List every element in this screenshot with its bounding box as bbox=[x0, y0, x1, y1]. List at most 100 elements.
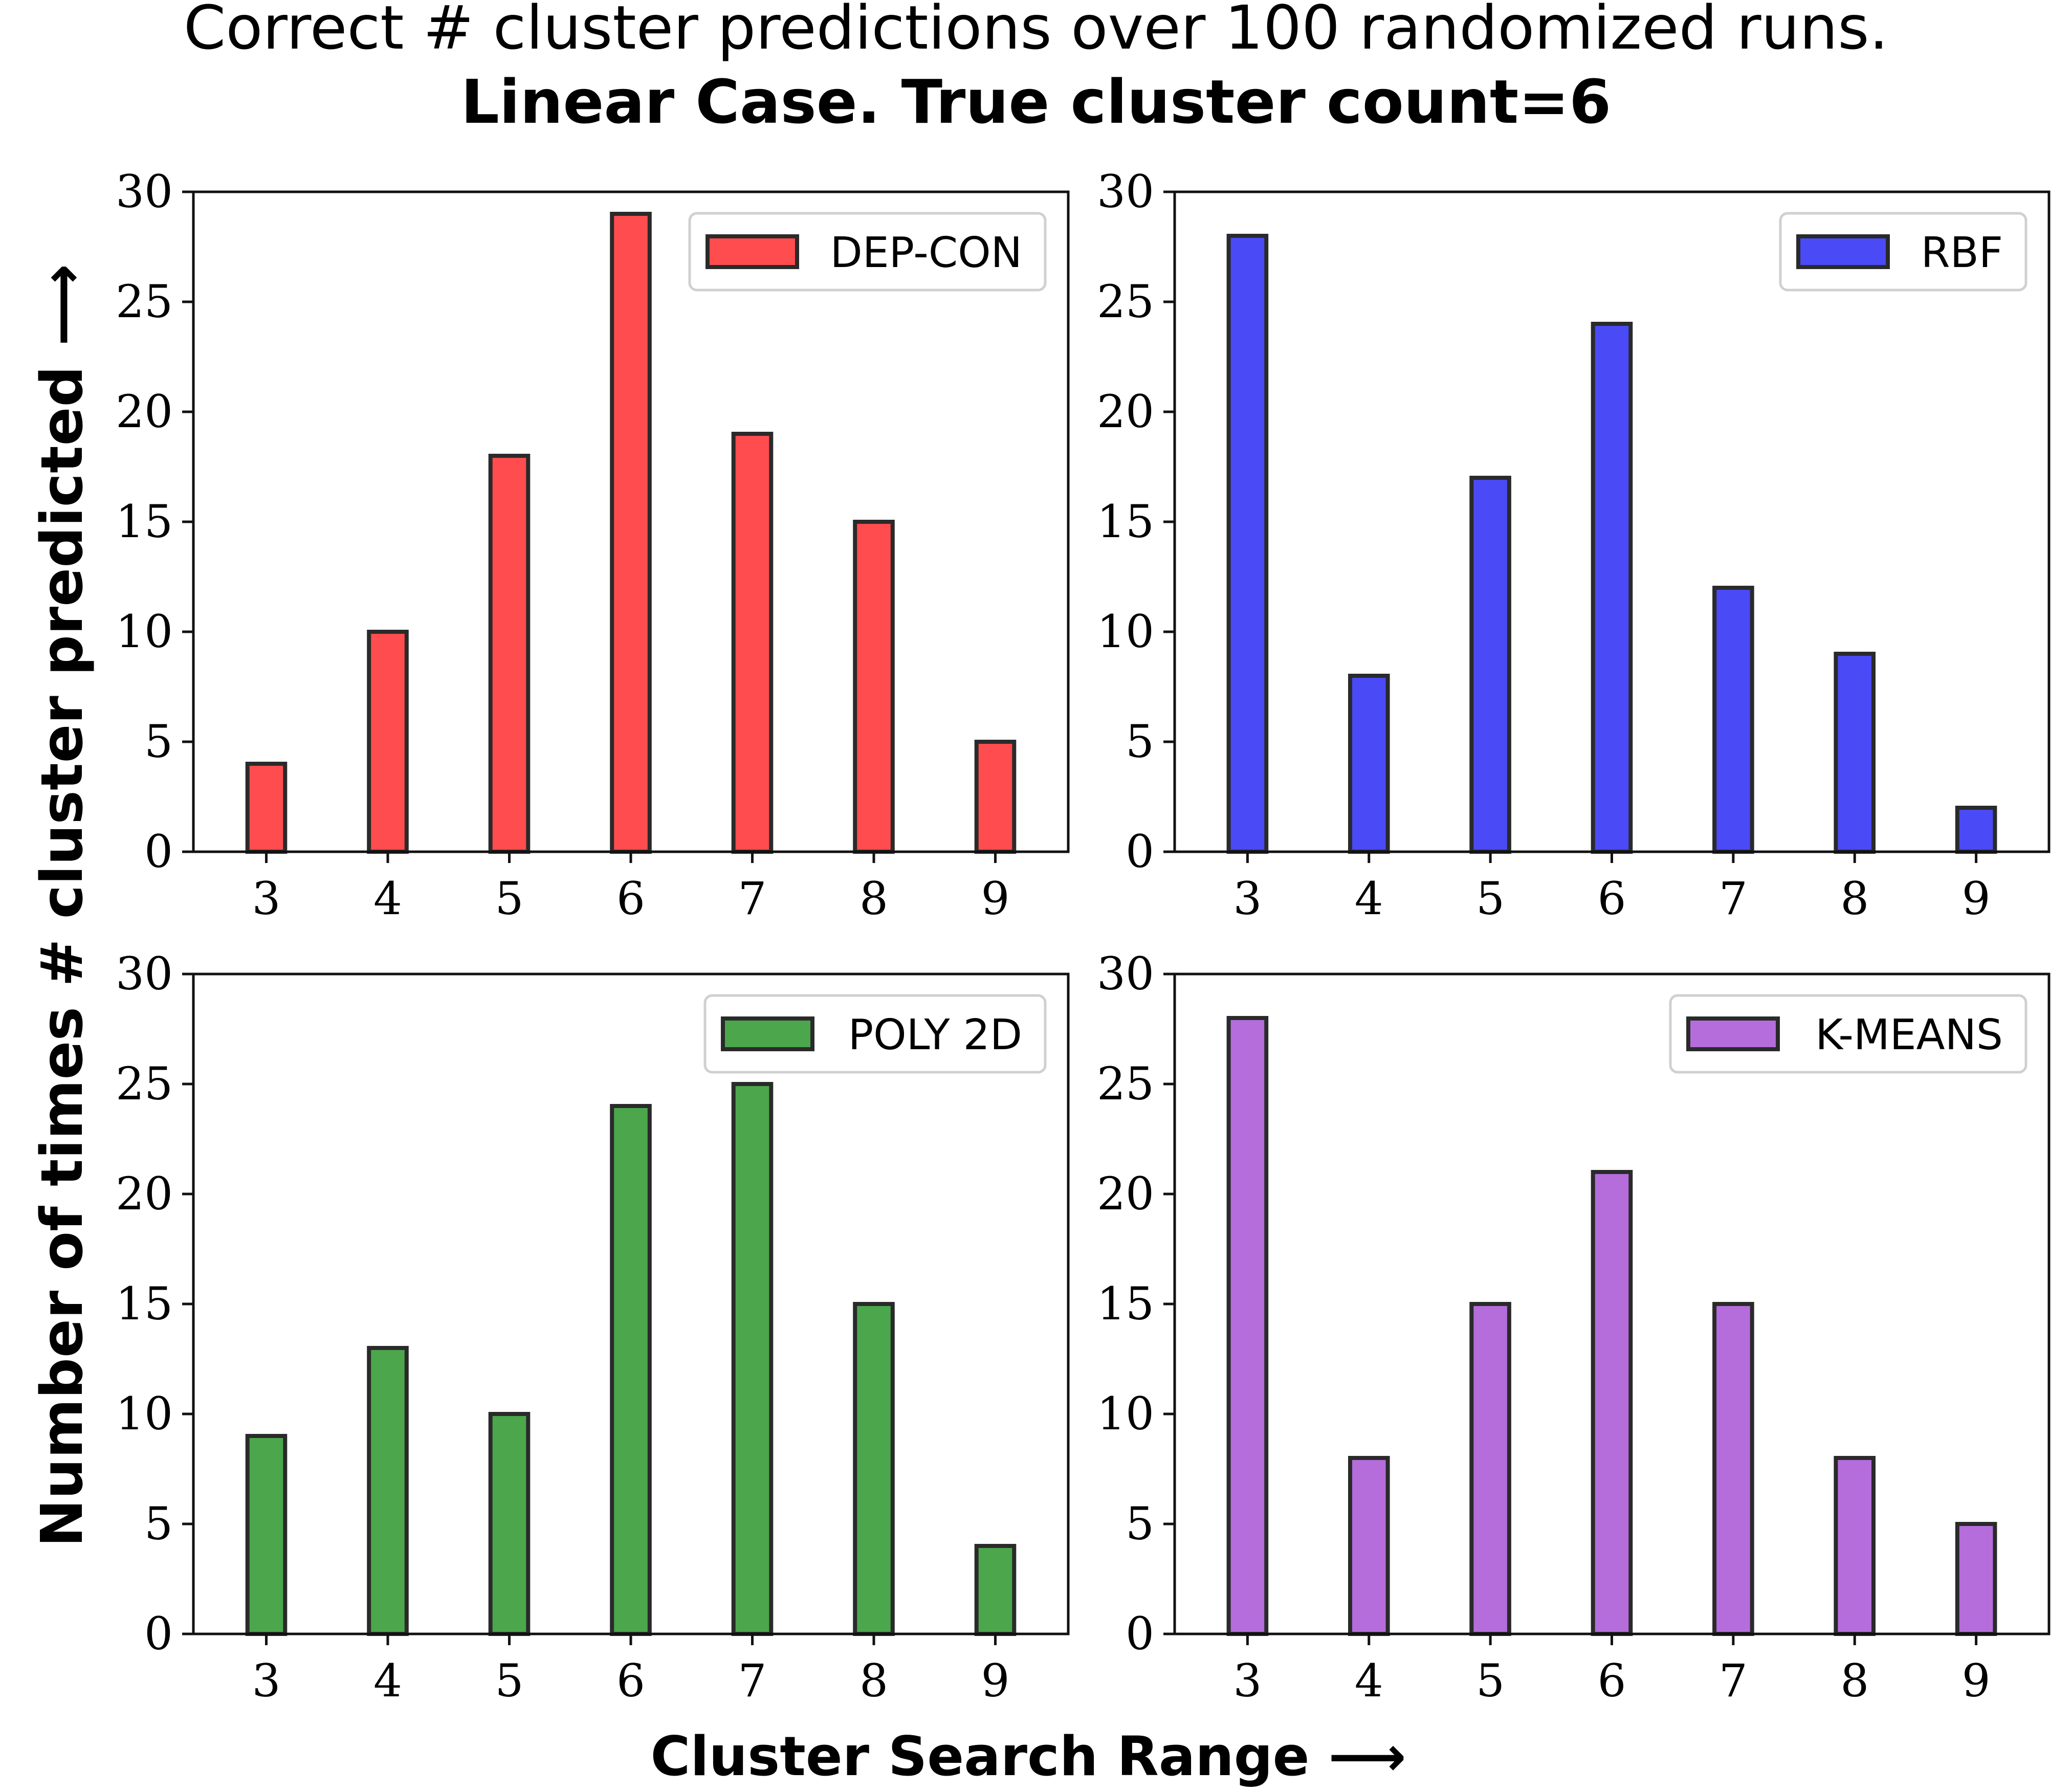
x-tick-label: 4 bbox=[373, 872, 402, 925]
x-axis-label: Cluster Search Range ⟶ bbox=[651, 1725, 1406, 1788]
figure-title-line2: Linear Case. True cluster count=6 bbox=[461, 67, 1612, 137]
bar-3 bbox=[245, 762, 288, 854]
y-tick-label: 15 bbox=[116, 1277, 173, 1330]
subplot-rbf: 0 5 10 15 20 25 30 3 4 5 6 7 8 9 RBF bbox=[1097, 165, 2051, 925]
legend-swatch bbox=[1686, 1016, 1780, 1051]
legend-swatch bbox=[721, 1016, 814, 1051]
y-tick-label: 5 bbox=[1126, 715, 1154, 768]
x-tick-label: 8 bbox=[859, 872, 888, 925]
y-tick-label: 0 bbox=[1126, 1607, 1154, 1660]
x-tick-label: 6 bbox=[616, 1654, 645, 1707]
bar-3 bbox=[245, 1434, 288, 1636]
bar-3 bbox=[1226, 234, 1269, 854]
x-tick-label: 5 bbox=[495, 1654, 524, 1707]
x-tick-label: 8 bbox=[1840, 1654, 1869, 1707]
bar-8 bbox=[1834, 1456, 1876, 1636]
legend-box bbox=[1669, 994, 2027, 1074]
bar-6 bbox=[1591, 322, 1633, 854]
legend: DEP-CON bbox=[688, 212, 1047, 292]
x-tick-label: 9 bbox=[981, 1654, 1010, 1707]
x-tick-label: 5 bbox=[1476, 872, 1505, 925]
x-tick-label: 9 bbox=[981, 872, 1010, 925]
legend: POLY 2D bbox=[703, 994, 1047, 1074]
y-tick-label: 0 bbox=[144, 1607, 173, 1660]
legend-label: DEP-CON bbox=[830, 229, 1022, 277]
x-tick-label: 7 bbox=[1719, 1654, 1748, 1707]
bar-9 bbox=[1955, 1522, 1997, 1636]
x-tick-label: 6 bbox=[1598, 872, 1626, 925]
bar-9 bbox=[1955, 806, 1997, 854]
y-tick-label: 20 bbox=[116, 1167, 173, 1220]
bar-5 bbox=[488, 1412, 531, 1636]
subplot-dep-con: 0 5 10 15 20 25 30 3 4 5 6 7 8 9 DEP-CON bbox=[116, 165, 1070, 925]
y-axis-label: Number of times # cluster predicted ⟶ bbox=[29, 264, 96, 1547]
y-tick-label: 5 bbox=[144, 1497, 173, 1550]
bar-3 bbox=[1226, 1016, 1269, 1636]
x-tick-label: 7 bbox=[738, 1654, 767, 1707]
legend: RBF bbox=[1779, 212, 2027, 292]
bar-9 bbox=[974, 1544, 1017, 1636]
y-tick-label: 30 bbox=[1097, 947, 1154, 1000]
y-tick-label: 15 bbox=[116, 495, 173, 548]
legend-label: POLY 2D bbox=[848, 1011, 1022, 1059]
y-tick-label: 5 bbox=[1126, 1497, 1154, 1550]
y-tick-label: 10 bbox=[116, 1387, 173, 1440]
x-tick-label: 9 bbox=[1962, 872, 1991, 925]
x-tick-label: 3 bbox=[1233, 872, 1262, 925]
bar-9 bbox=[974, 740, 1017, 854]
y-tick-label: 0 bbox=[1126, 825, 1154, 878]
y-tick-label: 10 bbox=[116, 605, 173, 658]
y-tick-label: 30 bbox=[116, 947, 173, 1000]
x-tick-label: 8 bbox=[1840, 872, 1869, 925]
bar-8 bbox=[853, 520, 895, 854]
y-tick-label: 5 bbox=[144, 715, 173, 768]
bar-8 bbox=[1834, 652, 1876, 854]
x-tick-label: 4 bbox=[1355, 1654, 1383, 1707]
y-tick-label: 10 bbox=[1097, 605, 1154, 658]
subplot-poly-2d: 0 5 10 15 20 25 30 3 4 5 6 7 8 9 POLY 2D bbox=[116, 947, 1070, 1707]
x-tick-label: 3 bbox=[252, 872, 281, 925]
x-tick-label: 7 bbox=[738, 872, 767, 925]
y-tick-label: 20 bbox=[116, 385, 173, 438]
x-tick-label: 6 bbox=[616, 872, 645, 925]
bar-4 bbox=[367, 1346, 409, 1636]
y-tick-label: 30 bbox=[1097, 165, 1154, 218]
bar-8 bbox=[853, 1302, 895, 1636]
x-tick-label: 5 bbox=[495, 872, 524, 925]
y-tick-label: 15 bbox=[1097, 1277, 1154, 1330]
figure-title-line1: Correct # cluster predictions over 100 r… bbox=[184, 0, 1888, 63]
y-tick-label: 25 bbox=[1097, 1057, 1154, 1110]
bar-6 bbox=[1591, 1170, 1633, 1636]
bar-6 bbox=[610, 212, 652, 854]
bar-5 bbox=[488, 454, 531, 854]
legend: K-MEANS bbox=[1669, 994, 2027, 1074]
x-tick-label: 9 bbox=[1962, 1654, 1991, 1707]
y-tick-label: 10 bbox=[1097, 1387, 1154, 1440]
bar-7 bbox=[731, 1082, 774, 1636]
y-tick-label: 20 bbox=[1097, 385, 1154, 438]
bar-4 bbox=[1348, 674, 1390, 854]
x-tick-label: 7 bbox=[1719, 872, 1748, 925]
y-tick-label: 20 bbox=[1097, 1167, 1154, 1220]
legend-box bbox=[688, 212, 1047, 292]
x-tick-label: 3 bbox=[1233, 1654, 1262, 1707]
x-tick-label: 3 bbox=[252, 1654, 281, 1707]
bar-7 bbox=[1712, 1302, 1754, 1636]
legend-label: K-MEANS bbox=[1815, 1011, 2003, 1059]
x-tick-label: 5 bbox=[1476, 1654, 1505, 1707]
bar-7 bbox=[1712, 586, 1754, 854]
subplot-k-means: 0 5 10 15 20 25 30 3 4 5 6 7 8 9 K-MEANS bbox=[1097, 947, 2051, 1707]
x-tick-label: 6 bbox=[1598, 1654, 1626, 1707]
bar-4 bbox=[367, 630, 409, 854]
y-tick-label: 0 bbox=[144, 825, 173, 878]
bar-4 bbox=[1348, 1456, 1390, 1636]
y-tick-label: 15 bbox=[1097, 495, 1154, 548]
bar-6 bbox=[610, 1104, 652, 1636]
x-tick-label: 8 bbox=[859, 1654, 888, 1707]
legend-box bbox=[1779, 212, 2027, 292]
legend-swatch bbox=[1796, 234, 1890, 269]
bar-5 bbox=[1469, 476, 1511, 854]
